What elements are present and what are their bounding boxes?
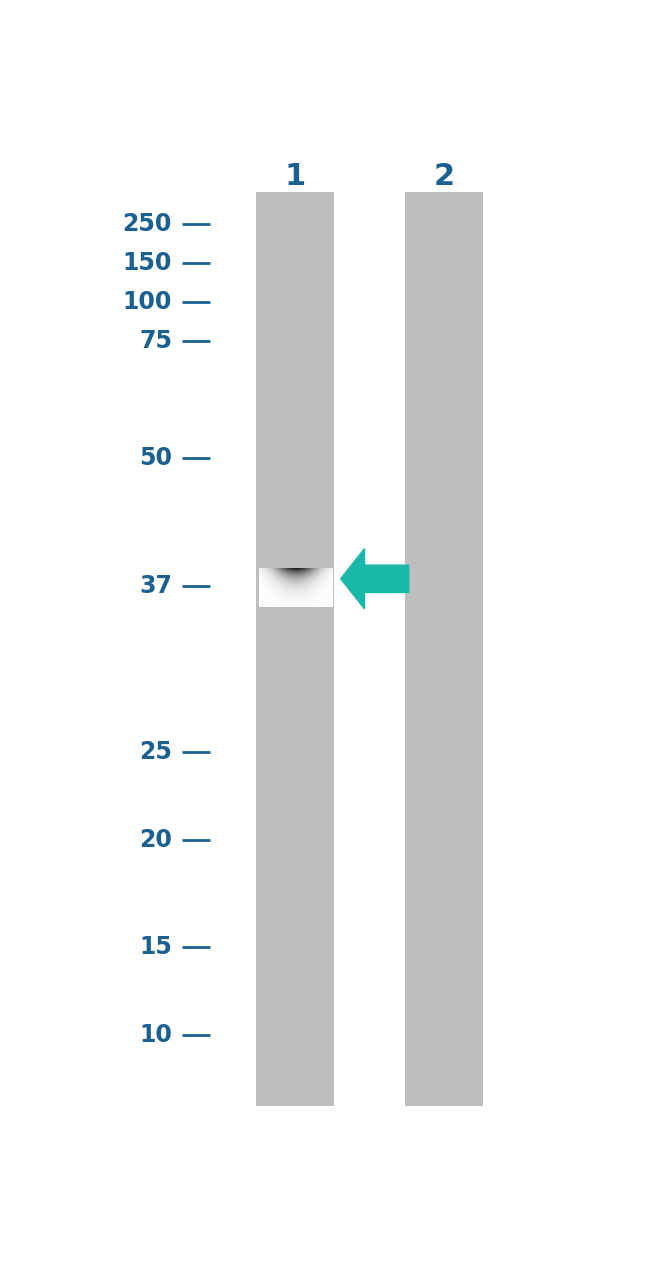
FancyArrow shape bbox=[341, 549, 409, 608]
Text: 75: 75 bbox=[139, 329, 172, 353]
Text: 15: 15 bbox=[139, 936, 172, 959]
Text: 10: 10 bbox=[139, 1024, 172, 1048]
Text: 25: 25 bbox=[139, 740, 172, 763]
Bar bbox=[405, 192, 483, 1106]
Text: 150: 150 bbox=[123, 251, 172, 274]
Text: 37: 37 bbox=[139, 574, 172, 598]
Text: 50: 50 bbox=[139, 447, 172, 470]
Text: 100: 100 bbox=[123, 290, 172, 314]
Text: 2: 2 bbox=[434, 163, 454, 192]
Bar bbox=[256, 192, 334, 1106]
Text: 20: 20 bbox=[139, 828, 172, 852]
Text: 1: 1 bbox=[285, 163, 306, 192]
Text: 250: 250 bbox=[123, 212, 172, 236]
